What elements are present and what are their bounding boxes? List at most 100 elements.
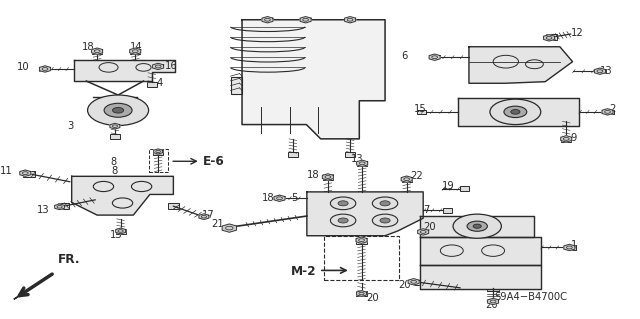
Polygon shape — [72, 176, 173, 215]
Circle shape — [113, 108, 124, 113]
Bar — [357, 161, 367, 166]
Polygon shape — [356, 237, 367, 243]
Bar — [345, 152, 355, 157]
Text: 6: 6 — [401, 51, 407, 61]
Text: 12: 12 — [571, 28, 584, 38]
Circle shape — [330, 214, 356, 227]
Bar — [561, 137, 572, 142]
Text: 20: 20 — [367, 293, 380, 303]
Polygon shape — [564, 244, 575, 251]
Polygon shape — [602, 109, 613, 115]
Text: 7: 7 — [423, 205, 429, 215]
Polygon shape — [356, 160, 367, 167]
Circle shape — [473, 224, 481, 228]
Text: E-6: E-6 — [203, 155, 225, 168]
Polygon shape — [199, 214, 209, 219]
Polygon shape — [14, 275, 50, 299]
Bar — [147, 82, 157, 87]
Polygon shape — [130, 48, 141, 54]
Text: FR.: FR. — [58, 253, 81, 266]
Text: 21: 21 — [212, 219, 224, 229]
Circle shape — [511, 109, 520, 114]
Text: 3: 3 — [67, 121, 74, 130]
Bar — [92, 49, 102, 54]
Polygon shape — [307, 192, 423, 236]
Circle shape — [467, 221, 488, 231]
Polygon shape — [401, 176, 412, 182]
Polygon shape — [74, 60, 175, 81]
Polygon shape — [543, 35, 554, 41]
Polygon shape — [300, 17, 311, 23]
Polygon shape — [418, 229, 429, 235]
Text: 22: 22 — [410, 171, 423, 181]
Polygon shape — [20, 170, 31, 176]
Bar — [356, 239, 367, 244]
Bar — [275, 196, 284, 200]
Text: 13: 13 — [110, 230, 122, 240]
Bar — [323, 174, 333, 180]
Text: 18: 18 — [307, 170, 319, 180]
Polygon shape — [92, 48, 102, 54]
Polygon shape — [408, 278, 419, 285]
Polygon shape — [40, 66, 51, 72]
Bar — [58, 203, 69, 209]
Bar — [567, 245, 576, 250]
Bar — [596, 69, 605, 73]
Text: 14: 14 — [130, 42, 143, 52]
Circle shape — [372, 197, 398, 210]
Bar — [356, 291, 367, 296]
Bar — [153, 150, 163, 155]
Bar — [460, 187, 469, 191]
Polygon shape — [420, 265, 541, 289]
Circle shape — [380, 201, 390, 206]
Bar — [443, 208, 452, 212]
Text: M-2: M-2 — [291, 265, 316, 278]
Polygon shape — [469, 47, 573, 83]
Bar — [168, 203, 179, 209]
Text: 20: 20 — [423, 222, 436, 232]
Text: 13: 13 — [600, 66, 612, 76]
Polygon shape — [154, 149, 163, 154]
Circle shape — [372, 214, 398, 227]
Text: 2: 2 — [609, 104, 615, 114]
Circle shape — [453, 214, 501, 238]
Bar — [324, 236, 399, 280]
Bar — [288, 152, 298, 157]
Text: 19: 19 — [442, 181, 455, 190]
Bar — [230, 77, 242, 93]
Text: 8: 8 — [112, 166, 118, 176]
Polygon shape — [488, 298, 499, 305]
Bar — [401, 177, 412, 182]
Bar — [546, 34, 557, 40]
Polygon shape — [110, 123, 120, 129]
Polygon shape — [561, 136, 572, 142]
Polygon shape — [116, 228, 125, 234]
Text: 5: 5 — [291, 193, 298, 203]
Circle shape — [88, 95, 148, 125]
Polygon shape — [429, 54, 440, 60]
Bar — [24, 171, 35, 177]
Text: 18: 18 — [262, 193, 275, 203]
Bar — [110, 134, 120, 139]
Bar — [488, 285, 499, 291]
Bar — [605, 110, 614, 114]
Text: 20: 20 — [486, 300, 498, 310]
Bar — [148, 149, 168, 172]
Text: 1: 1 — [571, 240, 577, 250]
Polygon shape — [356, 291, 367, 296]
Polygon shape — [344, 17, 356, 23]
Polygon shape — [458, 98, 579, 125]
Circle shape — [330, 197, 356, 210]
Bar — [417, 110, 426, 114]
Circle shape — [338, 201, 348, 206]
Circle shape — [104, 103, 132, 117]
Text: 11: 11 — [0, 166, 13, 176]
Bar — [414, 279, 426, 285]
Circle shape — [338, 218, 348, 223]
Text: 20: 20 — [398, 280, 410, 290]
Polygon shape — [420, 237, 541, 265]
Bar — [38, 67, 47, 71]
Text: 9: 9 — [571, 133, 577, 143]
Polygon shape — [595, 68, 605, 74]
Circle shape — [490, 99, 541, 124]
